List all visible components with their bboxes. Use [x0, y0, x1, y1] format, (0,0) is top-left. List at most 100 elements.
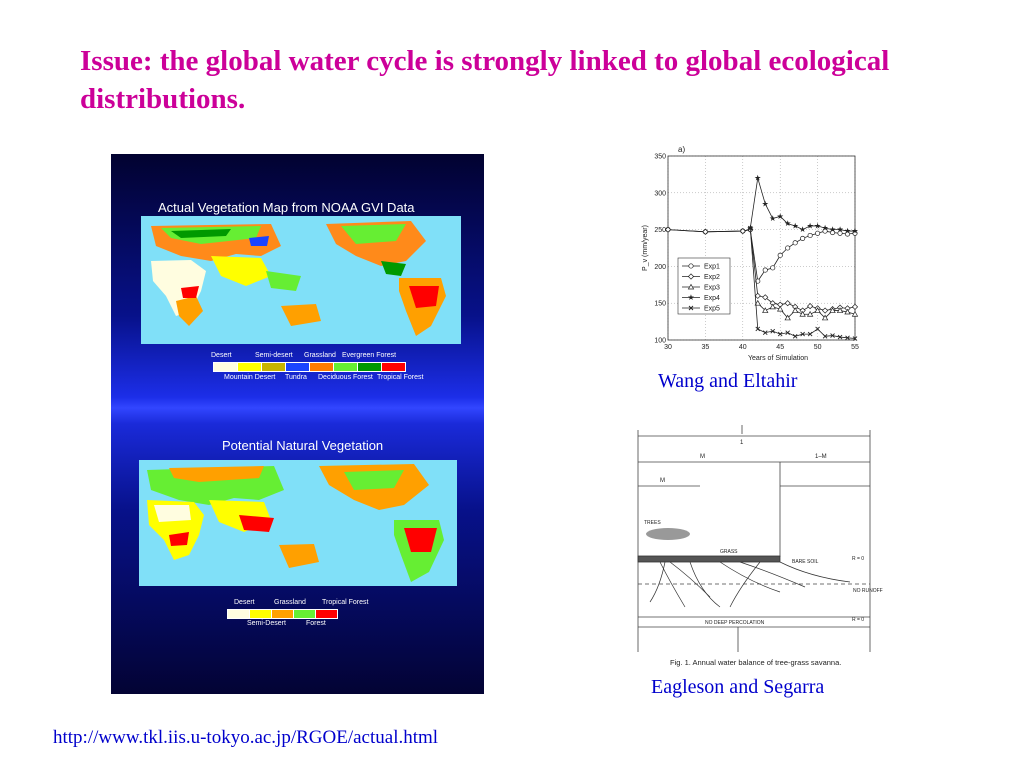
chart-legend-label-4: Exp5 — [704, 306, 720, 313]
chart-point-exp1-11 — [807, 232, 813, 239]
diagram-mid-label-0: M — [700, 454, 705, 460]
chart-point-exp1-12 — [815, 230, 821, 236]
chart-point-exp3-6 — [799, 310, 806, 317]
chart-point-exp1-10 — [800, 235, 806, 241]
diagram-caption: Eagleson and Segarra — [651, 676, 825, 698]
chart-point-exp2-1 — [702, 228, 709, 235]
chart-xtick-label-0: 30 — [664, 344, 672, 351]
actual-legend-swatch-7 — [381, 362, 406, 372]
chart-point-exp1-13 — [822, 228, 828, 234]
chart-point-exp5-5 — [785, 330, 790, 335]
diagram-grass-label: GRASS — [720, 549, 738, 555]
chart-point-exp5-12 — [837, 334, 843, 340]
savanna-water-balance-diagram: 1 M 1–M M TREES GRASS BARE SOIL NO RUNOF… — [630, 422, 890, 672]
chart-point-exp5-13 — [845, 335, 850, 341]
actual-legend-top-label-3: Evergreen Forest — [342, 352, 397, 359]
actual-legend-bottom-label-3: Tropical Forest — [377, 374, 424, 381]
potential-legend-swatch-4 — [315, 609, 338, 619]
actual-legend-swatch-1 — [237, 362, 262, 372]
diagram-no-runoff-label: NO RUNOFF — [853, 588, 883, 594]
chart-point-exp4-12: ★ — [836, 225, 843, 234]
actual-legend — [213, 362, 406, 372]
chart-point-exp5-10 — [822, 334, 828, 339]
actual-legend-swatch-3 — [285, 362, 310, 372]
chart-point-exp1-9 — [792, 240, 798, 246]
chart-legend: Exp1 Exp2 Exp3 ★ Exp4 Exp5 — [677, 257, 731, 315]
chart-point-exp3-0 — [754, 299, 761, 306]
chart-point-exp4-5: ★ — [784, 219, 791, 228]
chart-legend-marker-2 — [687, 283, 695, 290]
actual-legend-swatch-2 — [261, 362, 286, 372]
chart-point-exp1-4 — [755, 278, 761, 284]
chart-point-exp1-5 — [762, 267, 768, 273]
actual-legend-top-label-1: Semi-desert — [255, 352, 293, 359]
chart-point-exp4-14: ★ — [851, 227, 858, 236]
actual-legend-bottom-label-1: Tundra — [285, 374, 307, 381]
chart-point-exp3-8 — [814, 307, 821, 313]
chart-title: a) — [678, 145, 685, 154]
actual-legend-top-label-0: Desert — [211, 352, 232, 359]
diagram-right-label-1: R = 0 — [852, 617, 864, 623]
chart-ylabel: P_v (mm/year) — [642, 225, 649, 271]
actual-vegetation-title: Actual Vegetation Map from NOAA GVI Data — [158, 200, 415, 215]
chart-point-exp5-2 — [762, 330, 768, 335]
chart-point-exp4-10: ★ — [821, 224, 828, 233]
potential-vegetation-map — [139, 460, 457, 586]
chart-point-exp5-8 — [807, 331, 813, 337]
diagram-trees-label: TREES — [644, 520, 661, 526]
chart-point-exp1-7 — [777, 252, 783, 258]
diagram-mid-label-2: M — [660, 478, 665, 484]
chart-ytick-label-3: 250 — [654, 227, 666, 234]
chart-point-exp4-9: ★ — [814, 221, 821, 230]
source-url: http://www.tkl.iis.u-tokyo.ac.jp/RGOE/ac… — [53, 727, 439, 748]
chart-point-exp5-14 — [852, 336, 858, 341]
chart-point-exp5-6 — [792, 334, 798, 339]
potential-legend-top-label-1: Grassland — [274, 599, 306, 606]
chart-point-exp2-11 — [807, 303, 814, 310]
actual-legend-swatch-6 — [357, 362, 382, 372]
chart-legend-marker-4 — [688, 305, 694, 311]
chart-xtick-label-1: 35 — [702, 344, 710, 351]
actual-legend-top-label-2: Grassland — [304, 352, 336, 359]
chart-point-exp1-16 — [844, 231, 851, 237]
chart-point-exp4-1: ★ — [754, 174, 761, 183]
diagram-right-label-0: R = 0 — [852, 556, 864, 562]
diagram-mid-label-1: 1–M — [815, 454, 827, 460]
actual-legend-bottom-label-0: Mountain Desert — [224, 374, 276, 381]
chart-axes: 30 35 40 45 50 55 100 150 200 250 300 350 — [654, 154, 859, 352]
chart-legend-label-3: Exp4 — [704, 295, 720, 302]
actual-vegetation-map — [141, 216, 461, 344]
actual-legend-bottom-label-2: Deciduous Forest — [318, 374, 373, 381]
chart-legend-marker-1 — [687, 273, 695, 280]
chart-point-exp3-4 — [784, 314, 791, 321]
chart-point-exp1-6 — [770, 265, 776, 271]
chart-ytick-label-4: 300 — [654, 190, 666, 197]
diagram-bare-soil-label: BARE SOIL — [792, 559, 819, 565]
chart-legend-marker-3: ★ — [687, 293, 694, 302]
chart-series-exp3 — [754, 299, 859, 321]
chart-point-exp3-3 — [777, 305, 784, 312]
chart-ytick-label-0: 100 — [654, 338, 666, 345]
chart-xtick-label-5: 55 — [851, 344, 859, 351]
actual-legend-swatch-0 — [213, 362, 238, 372]
chart-point-exp2-2 — [739, 227, 746, 235]
chart-point-exp1-14 — [830, 229, 836, 236]
potential-legend-top-label-0: Desert — [234, 599, 255, 606]
chart-point-exp3-11 — [836, 307, 844, 313]
chart-series-exp5 — [747, 225, 858, 341]
potential-legend-swatch-0 — [227, 609, 250, 619]
potential-vegetation-title: Potential Natural Vegetation — [222, 438, 384, 453]
chart-plot-frame — [667, 155, 856, 341]
chart-point-exp1-15 — [837, 230, 843, 236]
chart-point-exp3-1 — [762, 307, 769, 313]
potential-legend-swatch-2 — [271, 609, 294, 619]
chart-xtick-label-3: 45 — [776, 344, 784, 351]
chart-point-exp4-8: ★ — [807, 221, 814, 230]
chart-point-exp2-0 — [664, 226, 672, 233]
chart-point-exp5-4 — [777, 331, 783, 337]
chart-point-exp2-17 — [851, 303, 859, 310]
vegetation-map-panel: Actual Vegetation Map from NOAA GVI Data… — [111, 154, 484, 694]
chart-legend-label-1: Exp2 — [704, 274, 720, 281]
potential-legend-swatch-1 — [249, 609, 272, 619]
chart-legend-label-0: Exp1 — [704, 264, 720, 271]
